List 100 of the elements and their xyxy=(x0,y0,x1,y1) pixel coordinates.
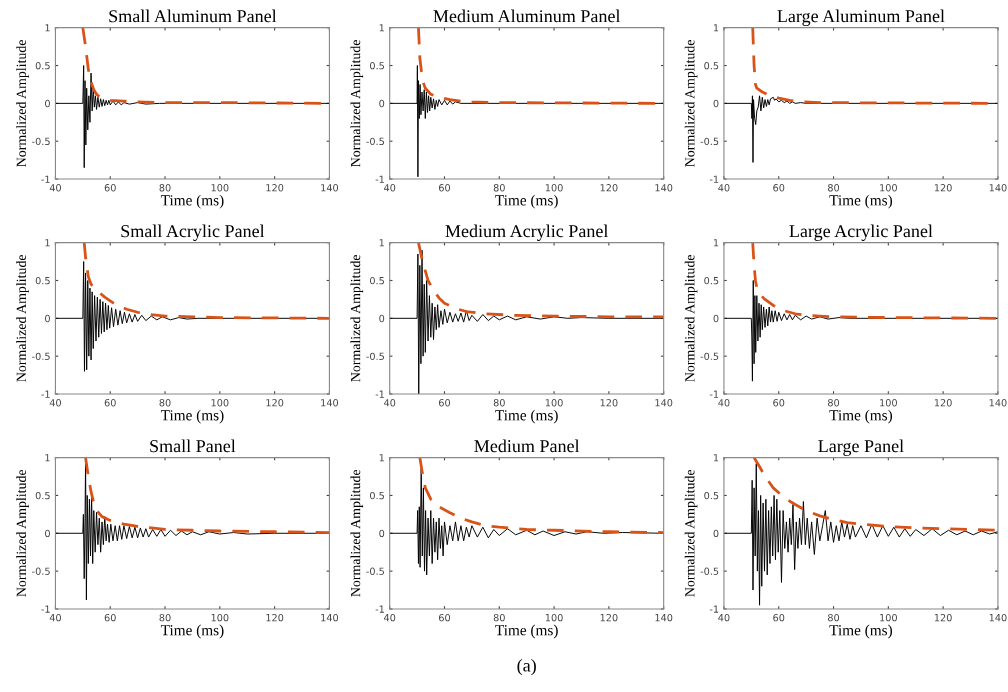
y-axis-title: Normalized Amplitude xyxy=(16,469,29,597)
y-tick-label: 1 xyxy=(713,24,719,32)
x-tick-label: 120 xyxy=(266,613,284,622)
y-tick-label: -1 xyxy=(375,390,384,398)
y-tick-label: -1 xyxy=(41,175,50,183)
x-tick-label: 120 xyxy=(934,399,952,407)
y-tick-label: 0 xyxy=(713,529,719,538)
x-tick-label: 100 xyxy=(880,399,897,407)
text: (a) xyxy=(517,658,536,676)
y-axis-title: Normalized Amplitude xyxy=(684,40,698,167)
x-tick-label: 40 xyxy=(383,399,396,407)
x-tick-label: 140 xyxy=(655,184,673,192)
y-tick-label: 0 xyxy=(379,99,385,108)
y-tick-label: 0.5 xyxy=(704,62,719,70)
x-tick-label: 120 xyxy=(266,184,284,192)
line-series xyxy=(417,242,664,319)
x-tick-label: 60 xyxy=(438,399,451,407)
y-axis-title: Normalized Amplitude xyxy=(684,469,698,597)
line-series xyxy=(723,279,998,382)
y-tick-label: 1 xyxy=(379,454,384,462)
y-tick-label: 0 xyxy=(45,99,50,108)
x-axis-title: Time (ms) xyxy=(160,409,224,424)
y-tick-label: 1 xyxy=(45,24,50,32)
x-tick-label: 60 xyxy=(104,399,116,407)
x-tick-label: 140 xyxy=(655,613,673,622)
chart-title: Large Acrylic Panel xyxy=(789,224,933,241)
y-axis-title: Normalized Amplitude xyxy=(350,254,364,382)
y-tick-label: 1 xyxy=(713,239,719,247)
x-tick-label: 80 xyxy=(159,613,171,622)
line-series xyxy=(751,242,998,320)
y-tick-label: 0 xyxy=(713,99,719,108)
y-tick-label: 0.5 xyxy=(370,491,384,500)
x-tick-label: 120 xyxy=(600,184,618,192)
chart-title: Medium Aluminum Panel xyxy=(433,9,621,23)
x-tick-label: 100 xyxy=(880,613,897,622)
y-tick-label: -1 xyxy=(41,390,50,398)
y-tick-label: -1 xyxy=(41,605,50,613)
x-tick-label: 140 xyxy=(989,399,1007,407)
chart-title: Small Acrylic Panel xyxy=(121,224,265,241)
line-series xyxy=(55,65,330,169)
x-tick-label: 40 xyxy=(383,613,396,622)
x-tick-label: 140 xyxy=(321,399,339,407)
x-tick-label: 60 xyxy=(773,399,785,407)
x-axis-title: Time (ms) xyxy=(495,194,558,209)
x-tick-label: 100 xyxy=(545,184,563,192)
x-tick-label: 60 xyxy=(438,613,451,622)
y-tick-label: 0 xyxy=(713,314,719,323)
line-series xyxy=(723,463,998,606)
x-tick-label: 40 xyxy=(49,613,61,622)
y-tick-label: -1 xyxy=(375,605,384,613)
y-tick-label: -0.5 xyxy=(32,137,50,146)
x-tick-label: 140 xyxy=(989,184,1007,192)
chart-title: Large Panel xyxy=(818,439,904,456)
x-tick-label: 80 xyxy=(159,399,171,407)
x-tick-label: 80 xyxy=(493,399,505,407)
x-tick-label: 60 xyxy=(104,613,116,622)
y-tick-label: -1 xyxy=(709,175,719,183)
y-tick-label: 0.5 xyxy=(370,62,384,70)
y-tick-label: -0.5 xyxy=(366,567,384,575)
x-tick-label: 40 xyxy=(718,184,730,192)
y-tick-label: -1 xyxy=(709,605,719,613)
y-tick-label: 0.5 xyxy=(35,276,50,285)
chart-title: Medium Acrylic Panel xyxy=(445,224,609,241)
x-tick-label: 100 xyxy=(545,613,563,622)
y-tick-label: 1 xyxy=(45,454,50,462)
y-tick-label: 0.5 xyxy=(35,491,50,500)
x-tick-label: 80 xyxy=(493,613,505,622)
y-tick-label: 0.5 xyxy=(704,276,719,285)
y-tick-label: 0 xyxy=(379,314,385,323)
x-axis-title: Time (ms) xyxy=(829,624,893,639)
y-tick-label: -0.5 xyxy=(32,352,50,360)
y-tick-label: 0.5 xyxy=(704,491,719,500)
x-tick-label: 140 xyxy=(989,613,1007,622)
x-tick-label: 40 xyxy=(49,399,61,407)
chart-title: Small Panel xyxy=(150,439,236,453)
y-tick-label: -1 xyxy=(709,390,719,398)
y-tick-label: 0 xyxy=(379,529,385,538)
x-tick-label: 140 xyxy=(655,399,673,407)
x-axis-title: Time (ms) xyxy=(160,624,224,639)
y-tick-label: 1 xyxy=(379,239,384,247)
x-tick-label: 60 xyxy=(773,613,785,622)
x-tick-label: 120 xyxy=(600,613,618,622)
x-tick-label: 80 xyxy=(828,184,840,192)
y-tick-label: 0 xyxy=(45,529,50,538)
x-axis-title: Time (ms) xyxy=(495,624,558,639)
x-tick-label: 100 xyxy=(545,399,563,407)
x-axis-title: Time (ms) xyxy=(829,194,893,209)
x-tick-label: 80 xyxy=(828,399,840,407)
x-tick-label: 60 xyxy=(773,184,785,192)
x-tick-label: 100 xyxy=(211,613,229,622)
line-series xyxy=(752,457,998,532)
x-tick-label: 60 xyxy=(104,184,116,192)
y-tick-label: -0.5 xyxy=(366,352,384,360)
chart-title: Large Aluminum Panel xyxy=(777,9,945,27)
x-tick-label: 100 xyxy=(211,184,229,192)
y-tick-label: -0.5 xyxy=(366,137,384,146)
x-tick-label: 40 xyxy=(383,184,396,192)
x-tick-label: 120 xyxy=(266,399,284,407)
y-axis-title: Normalized Amplitude xyxy=(684,254,698,382)
x-axis-title: Time (ms) xyxy=(829,409,893,424)
